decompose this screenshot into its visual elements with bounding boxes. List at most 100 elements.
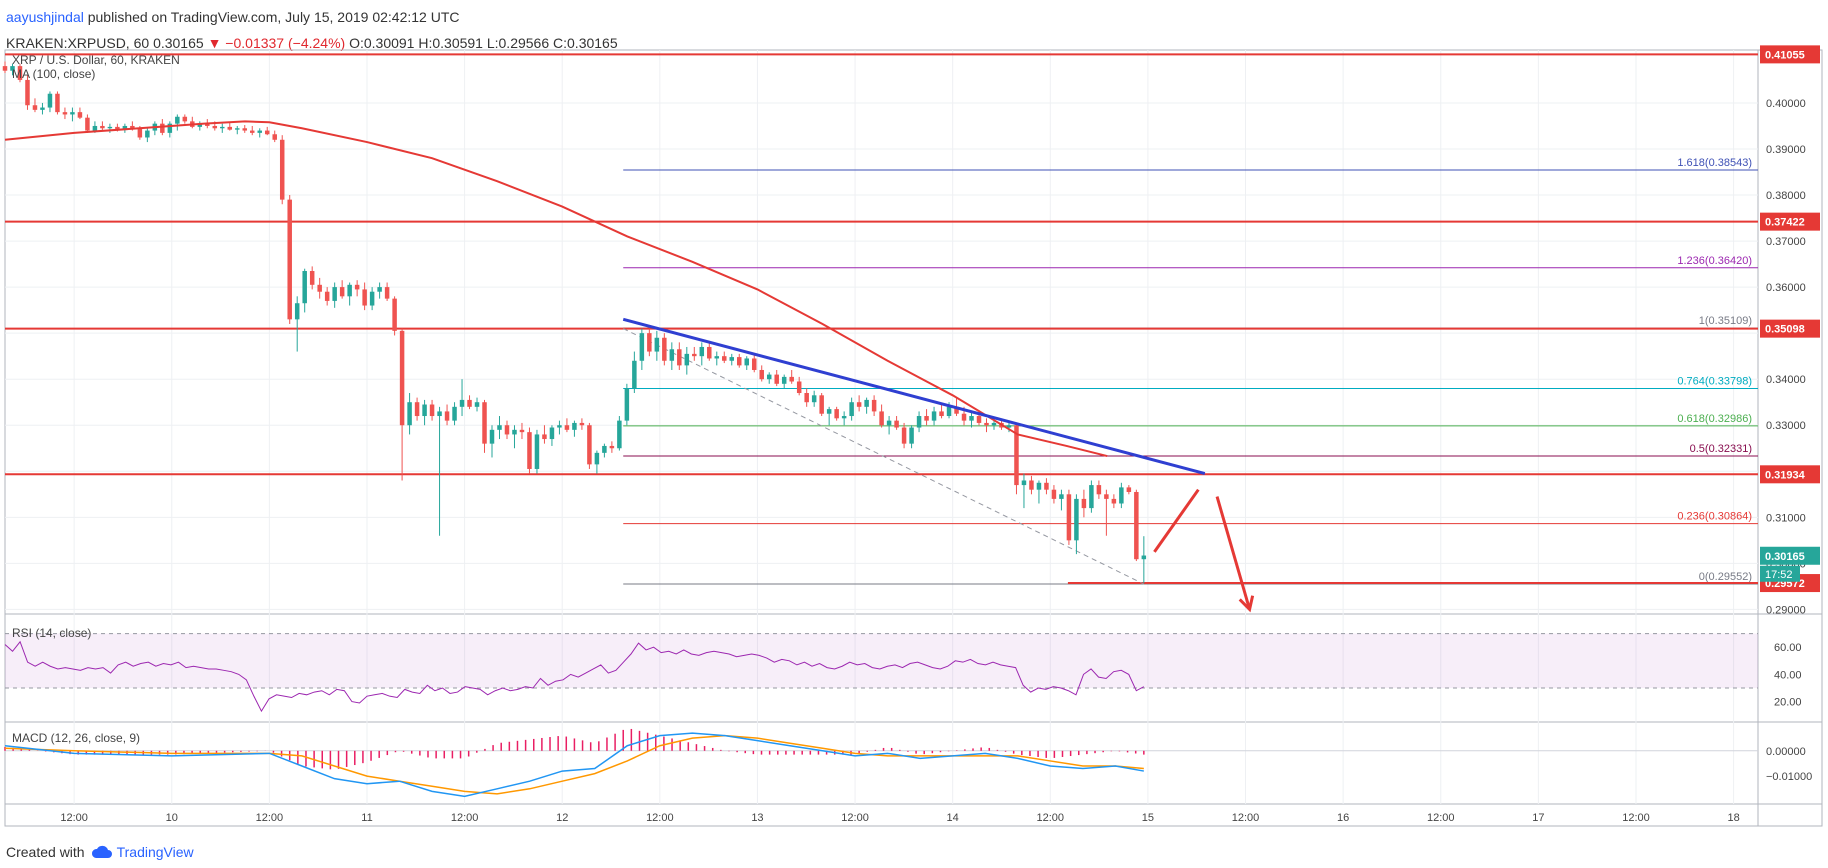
countdown-label: 17:52	[1765, 569, 1793, 581]
candle-body	[714, 356, 720, 359]
candle-body	[47, 93, 53, 108]
candle-body	[497, 425, 502, 430]
candle-body	[722, 356, 727, 361]
candle-body	[931, 411, 937, 421]
candle-body	[1059, 494, 1064, 499]
candle-body	[804, 393, 809, 403]
candle-body	[294, 303, 300, 320]
candle-body	[1096, 485, 1102, 495]
fib-level-label: 1.618(0.38543)	[1677, 157, 1752, 169]
candle-body	[17, 66, 23, 80]
candle-body	[1141, 555, 1147, 560]
candle-body	[609, 445, 615, 449]
candle-body	[205, 123, 210, 126]
candle-body	[92, 125, 98, 131]
annotation-arrow-head	[1238, 595, 1255, 613]
candle-body	[354, 284, 360, 290]
candle-body	[392, 298, 397, 331]
candle-body	[467, 399, 472, 407]
fib-level-label: 1.236(0.36420)	[1677, 255, 1752, 267]
candle-body	[137, 128, 143, 138]
x-tick-label: 12	[556, 812, 568, 824]
candle-body	[235, 128, 240, 130]
candle-body	[781, 376, 787, 384]
rsi-line	[4, 640, 1145, 713]
candle-body	[339, 287, 345, 297]
candle-body	[946, 406, 952, 417]
created-with-label: Created with	[6, 844, 85, 860]
last-price-tag	[1760, 546, 1820, 565]
annotation-arrow-shaft	[1153, 488, 1200, 553]
candle-body	[534, 434, 540, 469]
candle-body	[227, 126, 233, 130]
candle-body	[384, 287, 390, 299]
bearish-trend-line	[622, 317, 1206, 476]
candle-body	[557, 425, 562, 428]
x-tick-label: 17	[1532, 812, 1544, 824]
candle-body	[437, 411, 442, 417]
y-tick-label: 0.40000	[1766, 98, 1806, 110]
candle-body	[924, 416, 929, 421]
fib-level-label: 0.618(0.32986)	[1677, 413, 1752, 425]
candle-body	[737, 357, 742, 366]
candle-body	[100, 125, 105, 129]
candle-body	[1006, 425, 1012, 428]
level-price-tag	[1760, 212, 1820, 231]
candle-body	[879, 411, 884, 426]
candle-body	[369, 291, 375, 306]
candle-body	[55, 93, 60, 113]
candle-body	[324, 291, 330, 301]
candle-body	[414, 402, 420, 417]
y-tick-label: 0.29000	[1766, 604, 1806, 616]
candle-body	[287, 199, 292, 320]
chart-header: aayushjindal published on TradingView.co…	[6, 4, 618, 51]
dashed-channel-line	[623, 328, 1145, 585]
candle-body	[751, 358, 757, 370]
candle-body	[2, 66, 8, 71]
candle-body	[474, 402, 480, 407]
y-tick-label: 0.38000	[1766, 190, 1806, 202]
candle-body	[362, 289, 367, 306]
fib-level-label: 0.5(0.32331)	[1690, 443, 1752, 455]
x-tick-label: 12:00	[256, 812, 284, 824]
candle-body	[1119, 487, 1124, 504]
candle-body	[1111, 498, 1117, 504]
candle-body	[699, 346, 705, 357]
level-price-label: 0.35098	[1765, 324, 1805, 336]
candle-body	[107, 126, 113, 129]
candle-body	[62, 112, 68, 115]
candle-body	[332, 287, 337, 301]
rsi-label: RSI (14, close)	[12, 626, 91, 640]
rsi-band	[5, 633, 1758, 688]
x-tick-label: 12:00	[1622, 812, 1650, 824]
footer: Created with TradingView	[6, 840, 194, 864]
candle-body	[160, 123, 165, 133]
candle-body	[542, 434, 547, 440]
annotation-arrow-shaft	[1215, 496, 1252, 610]
price-change: ▼ −0.01337 (−4.24%)	[207, 35, 346, 51]
candle-body	[399, 330, 405, 426]
candle-body	[512, 429, 517, 435]
candle-body	[1051, 489, 1057, 499]
candle-body	[527, 432, 532, 469]
level-price-label: 0.37422	[1765, 217, 1805, 229]
candle-body	[1066, 494, 1072, 541]
candle-body	[130, 125, 135, 129]
candle-body	[954, 406, 959, 414]
x-tick-label: 14	[947, 812, 959, 824]
candle-body	[976, 416, 982, 423]
last-price: 0.30165	[153, 35, 204, 51]
x-tick-label: 13	[751, 812, 763, 824]
x-tick-label: 11	[361, 812, 372, 824]
candle-body	[811, 395, 817, 403]
tradingview-logo[interactable]: TradingView	[91, 840, 194, 864]
candle-body	[564, 425, 570, 430]
candle-body	[849, 402, 854, 417]
author-link[interactable]: aayushjindal	[6, 9, 84, 25]
ma100-line	[4, 120, 1108, 458]
candle-body	[871, 399, 877, 412]
candle-body	[1044, 482, 1049, 490]
y-tick-label: 0.39000	[1766, 144, 1806, 156]
x-tick-label: 12:00	[1037, 812, 1065, 824]
